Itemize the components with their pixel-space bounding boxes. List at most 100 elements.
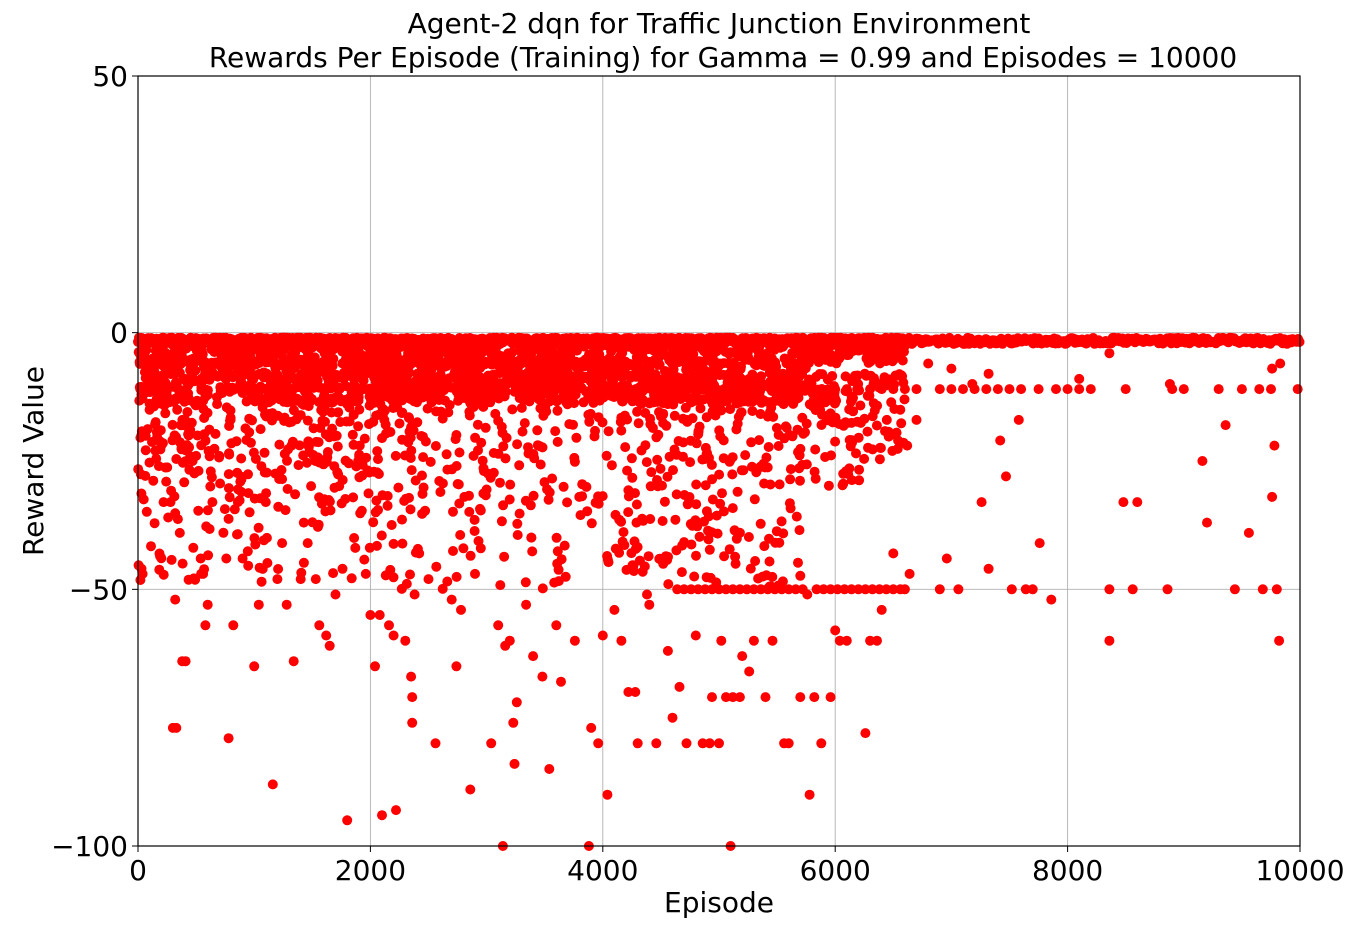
data-point xyxy=(221,340,232,351)
data-point xyxy=(867,411,878,422)
data-point xyxy=(626,453,637,464)
data-point xyxy=(793,392,804,403)
data-point xyxy=(454,447,465,458)
data-point xyxy=(606,373,617,384)
data-point xyxy=(188,573,199,584)
data-point xyxy=(483,335,494,346)
data-point xyxy=(723,358,734,369)
data-point xyxy=(388,572,399,583)
data-point xyxy=(423,574,434,585)
data-point xyxy=(350,542,361,553)
data-point xyxy=(773,441,784,451)
data-point xyxy=(719,551,730,562)
data-point xyxy=(373,505,383,515)
data-point xyxy=(383,357,394,368)
data-point xyxy=(634,555,645,566)
data-point xyxy=(634,397,645,408)
data-point xyxy=(785,464,796,475)
data-point xyxy=(886,397,897,408)
data-point xyxy=(1074,384,1085,395)
data-point xyxy=(618,527,629,538)
data-point xyxy=(564,419,575,430)
data-point xyxy=(748,635,759,646)
data-point xyxy=(644,599,655,610)
data-point xyxy=(634,371,645,382)
data-point xyxy=(1220,420,1231,431)
data-point xyxy=(1164,379,1175,389)
data-point xyxy=(811,584,822,595)
data-point xyxy=(642,589,652,600)
data-point xyxy=(797,347,808,358)
data-point xyxy=(295,574,306,585)
data-point xyxy=(881,584,892,595)
data-point xyxy=(603,557,614,568)
data-point xyxy=(500,453,511,464)
data-point xyxy=(215,478,226,489)
data-point xyxy=(218,332,229,343)
x-axis-ticks: 0 2000 4000 6000 8000 10000 xyxy=(129,846,1345,887)
data-point xyxy=(727,332,738,343)
y-tick-label: −50 xyxy=(69,573,128,606)
data-point xyxy=(394,418,405,429)
data-point xyxy=(377,810,387,821)
data-point xyxy=(382,500,393,511)
data-point xyxy=(324,333,335,343)
data-point xyxy=(453,341,464,352)
data-point xyxy=(825,356,836,367)
data-point xyxy=(290,489,301,500)
data-point xyxy=(680,402,691,413)
data-point xyxy=(202,407,213,418)
data-point xyxy=(585,408,596,419)
plot-frame xyxy=(137,75,1301,847)
data-point xyxy=(776,584,787,595)
data-point xyxy=(346,573,357,584)
data-point xyxy=(328,568,339,579)
chart-title: Agent-2 dqn for Traffic Junction Environ… xyxy=(209,7,1237,74)
data-point xyxy=(603,426,614,437)
data-point xyxy=(763,442,774,452)
data-point xyxy=(560,384,570,395)
data-point xyxy=(629,536,640,547)
data-point xyxy=(702,348,713,358)
data-point xyxy=(161,476,172,487)
data-point xyxy=(298,517,309,528)
data-point xyxy=(695,403,706,414)
data-point xyxy=(862,426,873,437)
data-point xyxy=(290,382,301,393)
data-point xyxy=(608,383,619,393)
data-point xyxy=(714,584,724,595)
data-point xyxy=(868,398,879,409)
data-point xyxy=(169,381,180,392)
data-point xyxy=(381,428,392,439)
data-point xyxy=(174,527,185,538)
data-point xyxy=(706,459,717,470)
data-point xyxy=(198,568,209,579)
data-point xyxy=(406,671,417,682)
data-point xyxy=(586,518,597,529)
data-point xyxy=(693,427,704,438)
data-point xyxy=(418,333,429,344)
data-point xyxy=(485,397,496,408)
data-point xyxy=(690,630,701,641)
data-point xyxy=(902,440,913,451)
data-point xyxy=(688,336,699,347)
data-point xyxy=(347,394,358,405)
data-point xyxy=(497,427,508,438)
data-point xyxy=(667,343,678,354)
data-point xyxy=(709,336,720,347)
data-point xyxy=(371,357,382,368)
data-point xyxy=(623,491,634,502)
data-point xyxy=(815,404,826,415)
data-point xyxy=(340,332,351,343)
data-point xyxy=(532,425,543,436)
data-point xyxy=(350,381,361,392)
data-point xyxy=(691,550,701,561)
data-point xyxy=(651,738,662,749)
data-point xyxy=(899,394,910,405)
data-point xyxy=(200,620,211,631)
data-point xyxy=(156,440,167,451)
data-point xyxy=(372,446,383,457)
data-point xyxy=(721,584,731,595)
data-point xyxy=(431,561,442,572)
data-point xyxy=(729,525,740,536)
